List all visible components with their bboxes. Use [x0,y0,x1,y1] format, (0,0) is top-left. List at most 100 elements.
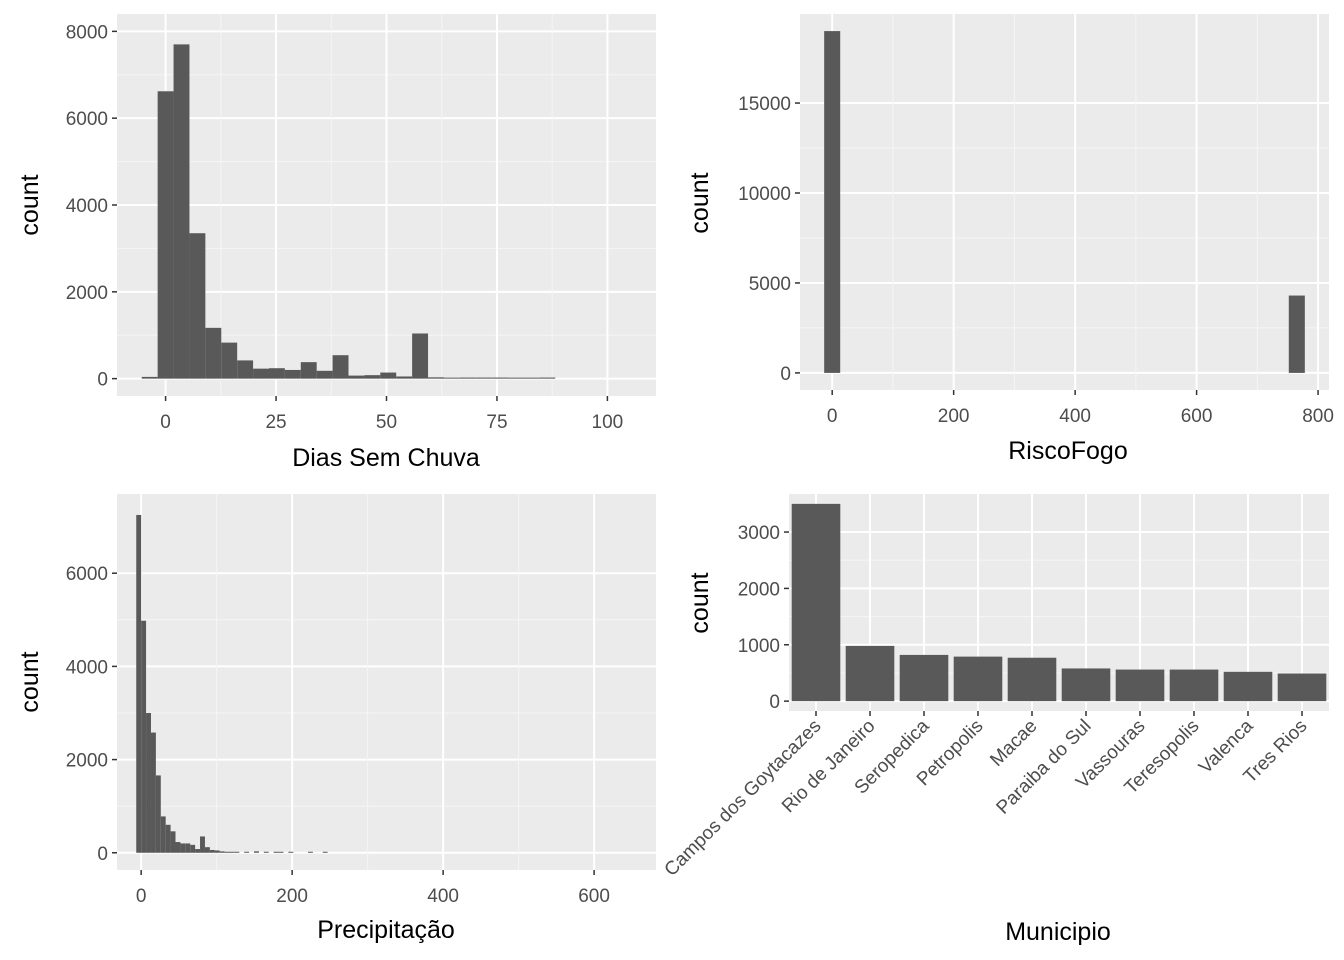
y-tick-label: 10000 [738,184,791,205]
x-axis-title: Dias Sem Chuva [292,444,480,472]
x-tick-label: 600 [1181,406,1213,427]
bar [1115,669,1165,702]
histogram-bar [200,836,205,853]
histogram-bar [175,842,181,853]
bar [1277,673,1327,702]
bar [1223,671,1273,702]
histogram-bar [195,849,201,853]
dias-sem-chuva-histogram: 0 2000 4000 6000 8000 0 25 50 75 100 Dias Sem Chu… [16,14,656,472]
histogram-bar [412,333,429,379]
y-tick-label: 8000 [66,22,108,43]
bar [791,503,841,702]
histogram-bar [824,31,841,373]
histogram-bar [364,375,381,379]
panel-background [117,494,656,870]
y-tick-label: 3000 [738,523,780,544]
x-tick-label: 50 [376,412,397,433]
histogram-bar [160,816,166,853]
histogram-bar [300,362,317,379]
histogram-bar [157,91,174,379]
histogram-bar [237,360,254,379]
histogram-bars [136,514,328,853]
histogram-bar [459,377,476,379]
histogram-bar [165,824,171,853]
histogram-bar [205,327,222,379]
y-tick-label: 15000 [738,94,791,115]
y-axis-title: count [686,572,714,633]
y-tick-label: 5000 [749,274,791,295]
histogram-bar [155,775,161,853]
bar [1169,669,1219,702]
x-tick-label: Rio de Janeiro [778,716,879,817]
histogram-bar [539,377,556,379]
x-axis-title: RiscoFogo [1008,437,1128,465]
histogram-bars [141,44,556,379]
y-tick-label: 0 [97,844,108,865]
histogram-bar [254,851,259,853]
bar [845,645,895,702]
histogram-bar [322,851,328,853]
histogram-bar [234,851,240,853]
histogram-bar [263,851,269,853]
y-tick-label: 0 [769,692,780,713]
histogram-bar [288,851,294,853]
x-axis-title: Municipio [1005,918,1111,946]
y-tick-label: 4000 [66,657,108,678]
y-tick-label: 0 [97,370,108,391]
histogram-bar [190,844,196,853]
histogram-bar [141,620,147,853]
histogram-bar [507,377,524,379]
riscofogo-histogram: 0 5000 10000 15000 0 200 400 600 800 RiscoFogo c… [686,14,1334,465]
x-tick-label: 400 [1059,406,1091,427]
histogram-bar [1288,295,1305,373]
y-tick-label: 2000 [66,751,108,772]
x-tick-label: 200 [938,406,970,427]
histogram-bar [173,44,190,379]
histogram-bar [214,850,220,853]
histogram-bar [150,732,156,853]
panel-background [800,14,1329,390]
histogram-bar [189,233,206,379]
y-tick-label: 4000 [66,196,108,217]
x-tick-label: Paraiba do Sul [993,716,1096,819]
x-tick-label: 600 [578,886,610,907]
x-tick-label: 0 [136,886,147,907]
x-tick-label: 0 [160,412,171,433]
histogram-bar [170,831,176,853]
histogram-bar [209,849,215,853]
y-tick-label: 2000 [66,283,108,304]
gridlines [117,494,656,870]
histogram-bar [244,851,250,853]
x-tick-label: 25 [265,412,286,433]
bar [1007,657,1057,702]
y-tick-label: 2000 [738,579,780,600]
x-tick-label: 75 [486,412,507,433]
histogram-bar [146,712,151,853]
histogram-bar [316,370,333,379]
y-axis-title: count [16,174,44,235]
bar [1061,668,1111,702]
histogram-bar [219,851,225,853]
histogram-bar [141,376,158,379]
histogram-bar [380,372,397,379]
histogram-bar [224,851,230,853]
histogram-bar [307,851,313,853]
histogram-bar [428,377,444,379]
histogram-bar [348,375,365,379]
x-axis-title: Precipitação [317,916,455,944]
category-bars [791,503,1327,702]
histogram-bar [273,851,279,853]
histogram-bar [284,369,301,379]
y-tick-label: 0 [780,364,791,385]
axis-ticks: 0 2000 4000 6000 0 200 400 600 [66,564,610,907]
histogram-bar [278,851,284,853]
histogram-bar [491,377,508,379]
y-axis-title: count [16,651,44,712]
x-tick-label: 800 [1302,406,1334,427]
histogram-bar [443,377,460,379]
histogram-bar [204,847,210,853]
x-tick-label: 0 [827,406,838,427]
bar [899,654,949,702]
x-tick-label: 100 [592,412,624,433]
